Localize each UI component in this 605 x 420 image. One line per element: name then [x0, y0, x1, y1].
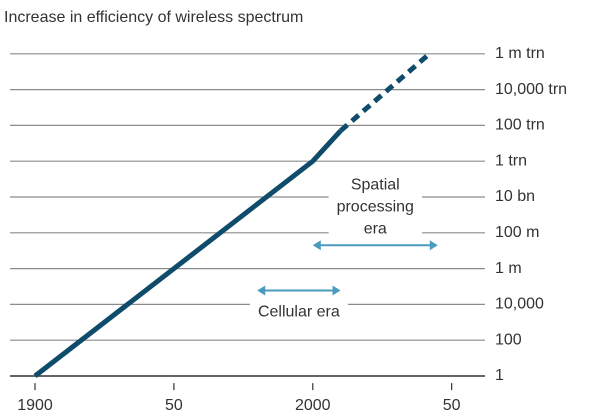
series-line [338, 51, 432, 133]
arrow-head [257, 285, 266, 296]
x-tick-label: 1900 [17, 397, 53, 414]
series-line [33, 129, 343, 378]
y-tick-label: 100 m [495, 224, 539, 241]
x-tick-label: 2000 [295, 397, 331, 414]
annotation-text: processing [337, 199, 414, 216]
y-tick-label: 100 [495, 331, 522, 348]
y-tick-label: 1 trn [495, 152, 527, 169]
arrow-head [429, 240, 438, 251]
annotation-text: Spatial [351, 177, 400, 194]
annotation-text: era [364, 221, 387, 238]
y-tick-label: 10,000 trn [495, 81, 567, 98]
annotation-bg [249, 301, 348, 323]
y-tick-label: 1 m [495, 260, 522, 277]
annotation-bg [328, 174, 422, 240]
arrow-head [312, 240, 321, 251]
y-tick-label: 10 bn [495, 188, 535, 205]
y-tick-label: 1 [495, 367, 504, 384]
x-tick-label: 50 [165, 397, 183, 414]
annotation-text: Cellular era [258, 304, 340, 321]
x-tick-label: 50 [443, 397, 461, 414]
arrow-head [332, 285, 341, 296]
y-tick-label: 100 trn [495, 117, 545, 134]
chart-title: Increase in efficiency of wireless spect… [4, 9, 303, 26]
y-tick-label: 10,000 [495, 296, 544, 313]
y-tick-label: 1 m trn [495, 45, 545, 62]
